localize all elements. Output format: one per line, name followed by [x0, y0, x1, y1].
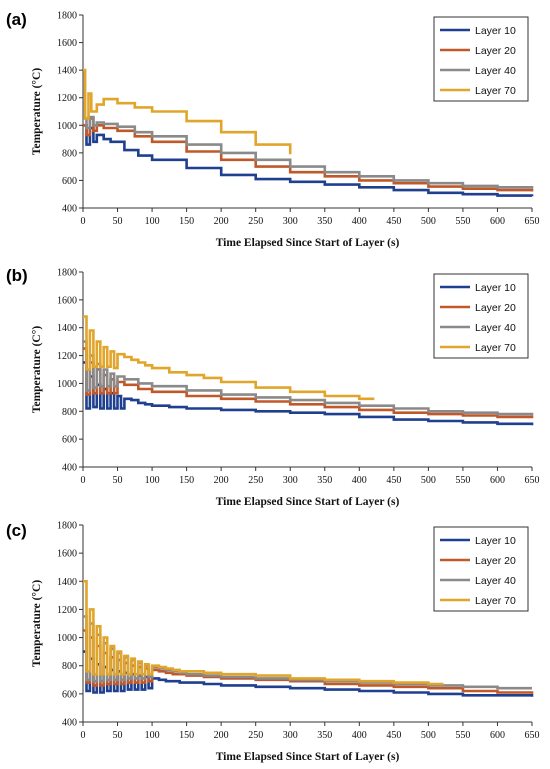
x-axis-label: Time Elapsed Since Start of Layer (s) [216, 496, 400, 508]
x-tick-label: 150 [179, 730, 194, 741]
x-tick-label: 450 [386, 475, 401, 486]
x-tick-label: 650 [525, 216, 540, 227]
y-tick-label: 1600 [57, 295, 77, 306]
series-line-layer-70 [83, 580, 444, 686]
y-tick-label: 1000 [57, 121, 77, 132]
y-tick-label: 600 [62, 176, 77, 187]
x-tick-label: 500 [421, 730, 436, 741]
y-axis-label: Temperature (°C) [31, 68, 43, 155]
y-tick-label: 1400 [57, 577, 77, 588]
x-tick-label: 250 [248, 730, 263, 741]
y-tick-label: 1400 [57, 323, 77, 334]
y-tick-label: 1400 [57, 66, 77, 77]
y-tick-label: 400 [62, 463, 77, 474]
x-tick-label: 50 [113, 216, 123, 227]
panel-1: (b) 400 600 800 1000 1200 1400 1600 1800 0 50 100 15… [6, 266, 540, 508]
y-tick-label: 1200 [57, 605, 77, 616]
legend-label: Layer 20 [475, 45, 516, 57]
x-tick-label: 300 [283, 730, 298, 741]
panel-0: (a) 400 600 800 1000 1200 1400 1600 1800 0 50 100 15… [6, 10, 540, 249]
legend-label: Layer 40 [475, 65, 516, 77]
y-tick-label: 1800 [57, 268, 77, 279]
x-tick-label: 550 [455, 216, 470, 227]
y-axis-label: Temperature (C°) [31, 326, 43, 413]
legend-label: Layer 10 [475, 25, 516, 37]
panel-label: (c) [6, 521, 27, 540]
x-tick-label: 200 [214, 730, 229, 741]
x-tick-label: 350 [317, 730, 332, 741]
x-tick-label: 100 [145, 475, 160, 486]
y-tick-label: 1600 [57, 38, 77, 49]
y-tick-label: 400 [62, 718, 77, 729]
legend-label: Layer 10 [475, 282, 516, 294]
y-tick-label: 800 [62, 661, 77, 672]
x-tick-label: 100 [145, 216, 160, 227]
x-tick-label: 200 [214, 475, 229, 486]
x-tick-label: 350 [317, 475, 332, 486]
y-tick-label: 1800 [57, 521, 77, 532]
legend-label: Layer 70 [475, 595, 516, 607]
legend-label: Layer 20 [475, 302, 516, 314]
y-tick-label: 1000 [57, 633, 77, 644]
x-tick-label: 650 [525, 475, 540, 486]
x-tick-label: 600 [490, 730, 505, 741]
x-tick-label: 50 [113, 730, 123, 741]
x-tick-label: 450 [386, 730, 401, 741]
y-tick-label: 800 [62, 148, 77, 159]
x-tick-label: 0 [81, 730, 86, 741]
x-tick-label: 350 [317, 216, 332, 227]
panel-2: (c) 400 600 800 1000 1200 1400 1600 1800 0 50 100 15… [6, 521, 540, 764]
x-axis-label: Time Elapsed Since Start of Layer (s) [216, 237, 400, 249]
x-tick-label: 600 [490, 216, 505, 227]
y-tick-label: 800 [62, 407, 77, 418]
legend-label: Layer 40 [475, 575, 516, 587]
panel-label: (b) [6, 266, 28, 285]
x-tick-label: 400 [352, 216, 367, 227]
y-tick-label: 1600 [57, 549, 77, 560]
x-tick-label: 100 [145, 730, 160, 741]
x-tick-label: 650 [525, 730, 540, 741]
x-tick-label: 0 [81, 216, 86, 227]
legend-label: Layer 70 [475, 85, 516, 97]
x-tick-label: 500 [421, 216, 436, 227]
x-axis-label: Time Elapsed Since Start of Layer (s) [216, 751, 400, 763]
x-tick-label: 450 [386, 216, 401, 227]
x-tick-label: 550 [455, 730, 470, 741]
series-line-layer-40 [83, 115, 534, 189]
x-tick-label: 400 [352, 475, 367, 486]
series-line-layer-20 [83, 629, 534, 694]
x-tick-label: 400 [352, 730, 367, 741]
series-line-layer-10 [83, 124, 534, 197]
y-tick-label: 1000 [57, 379, 77, 390]
x-tick-label: 300 [283, 475, 298, 486]
x-tick-label: 50 [113, 475, 123, 486]
x-tick-label: 250 [248, 475, 263, 486]
x-tick-label: 600 [490, 475, 505, 486]
y-axis-label: Temperature (°C) [31, 580, 43, 667]
y-tick-label: 1200 [57, 93, 77, 104]
x-tick-label: 500 [421, 475, 436, 486]
series-line-layer-70 [83, 68, 292, 155]
x-tick-label: 150 [179, 475, 194, 486]
series-line-layer-70 [83, 315, 375, 401]
x-tick-label: 150 [179, 216, 194, 227]
legend-label: Layer 10 [475, 535, 516, 547]
legend-label: Layer 70 [475, 342, 516, 354]
x-tick-label: 300 [283, 216, 298, 227]
y-tick-label: 600 [62, 435, 77, 446]
x-tick-label: 250 [248, 216, 263, 227]
x-tick-label: 0 [81, 475, 86, 486]
x-tick-label: 200 [214, 216, 229, 227]
y-tick-label: 400 [62, 204, 77, 215]
y-tick-label: 600 [62, 689, 77, 700]
legend-label: Layer 40 [475, 322, 516, 334]
panel-label: (a) [6, 10, 27, 29]
y-tick-label: 1200 [57, 351, 77, 362]
legend-label: Layer 20 [475, 555, 516, 567]
x-tick-label: 550 [455, 475, 470, 486]
y-tick-label: 1800 [57, 11, 77, 22]
